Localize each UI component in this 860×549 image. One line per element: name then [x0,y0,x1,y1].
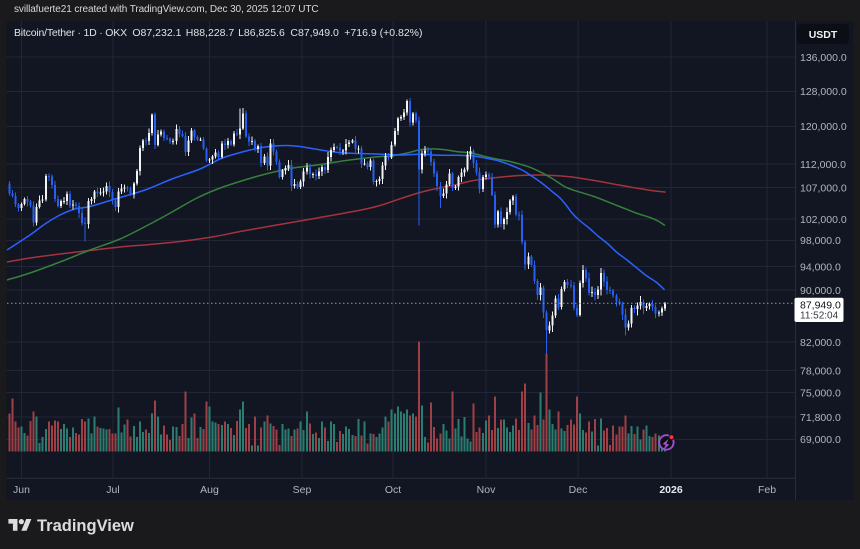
svg-text:69,000.0: 69,000.0 [800,434,841,446]
svg-text:87,949.0: 87,949.0 [800,300,841,312]
svg-text:Feb: Feb [758,484,776,496]
svg-text:Oct: Oct [385,484,401,496]
svg-text:136,000.0: 136,000.0 [800,52,847,64]
svg-text:128,000.0: 128,000.0 [800,86,847,98]
svg-text:94,000.0: 94,000.0 [800,261,841,273]
svg-text:Jun: Jun [13,484,30,496]
svg-text:TradingView: TradingView [37,517,134,535]
svg-text:USDT: USDT [809,29,838,41]
svg-text:11:52:04: 11:52:04 [800,311,839,322]
svg-text:102,000.0: 102,000.0 [800,214,847,226]
svg-text:Sep: Sep [293,484,312,496]
svg-text:Nov: Nov [477,484,496,496]
svg-text:90,000.0: 90,000.0 [800,285,841,297]
svg-text:78,000.0: 78,000.0 [800,365,841,377]
svg-text:120,000.0: 120,000.0 [800,121,847,133]
svg-text:Aug: Aug [200,484,219,496]
svg-text:107,000.0: 107,000.0 [800,182,847,194]
svg-text:Dec: Dec [569,484,588,496]
svg-text:112,000.0: 112,000.0 [800,159,846,171]
svg-text:Jul: Jul [106,484,119,496]
svg-text:98,000.0: 98,000.0 [800,235,841,247]
svg-text:2026: 2026 [659,484,683,496]
svg-text:75,000.0: 75,000.0 [800,388,841,400]
svg-text:82,000.0: 82,000.0 [800,337,841,349]
svg-text:71,800.0: 71,800.0 [800,412,841,424]
